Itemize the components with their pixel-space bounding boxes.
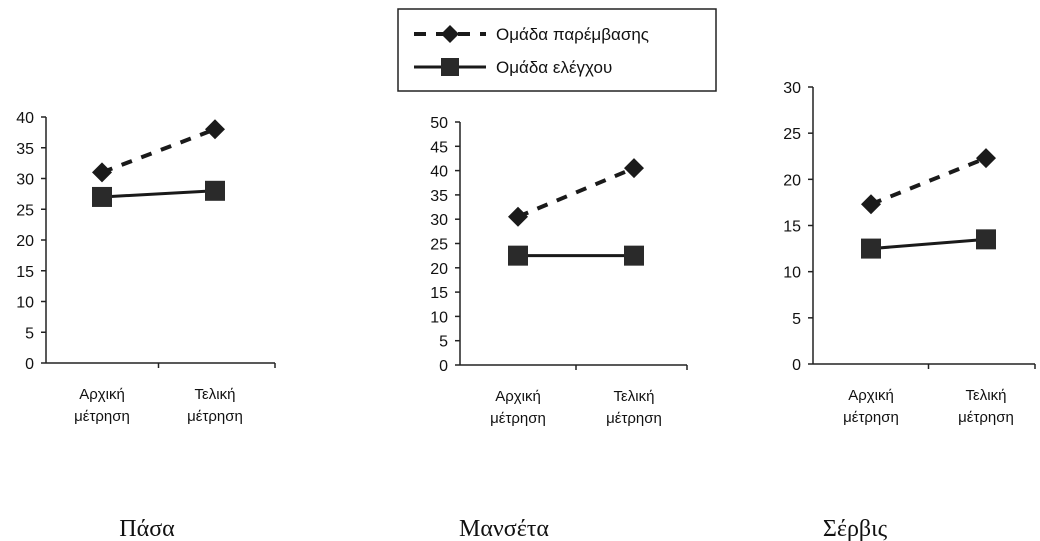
x-category-label: Αρχική μέτρηση [74,386,130,425]
y-tick-label: 0 [25,356,34,373]
series-line-intervention [870,156,987,207]
y-tick-label: 5 [25,325,34,342]
x-category-label: Τελική μέτρηση [187,386,243,425]
chart-3: 0 5 10 15 20 25 30 Αρχική μέτρηση Τελική μέτρηση Σέ… [783,80,1036,541]
y-tick-label: 35 [16,141,34,158]
y-tick-label: 30 [16,172,34,189]
y-tick-label: 5 [792,311,801,328]
y-tick-label: 15 [783,219,801,236]
legend-label-intervention: Ομάδα παρέμβασης [496,25,649,44]
y-tick-label: 10 [16,295,34,312]
y-tick-label: 20 [430,261,448,278]
y-tick-label: 35 [430,188,448,205]
diamond-point-intervention [92,162,112,183]
y-tick-label: 20 [16,233,34,250]
legend-label-control: Ομάδα ελέγχου [496,58,612,77]
square-point-control [861,238,881,259]
y-tick-label: 5 [439,334,448,351]
legend-box [397,8,717,92]
chart-caption: Σέρβις [823,516,888,541]
y-tick-label: 30 [783,80,801,97]
diamond-point-intervention [205,119,225,140]
chart-caption: Μανσέτα [459,516,549,541]
y-tick-label: 45 [430,139,448,156]
y-tick-label: 40 [430,164,448,181]
y-tick-label: 30 [430,212,448,229]
chart-1: 0 5 10 15 20 25 30 35 40 Αρχική μέτρηση Τελική μέτρη… [16,110,276,541]
square-point-control [508,245,528,266]
diamond-point-intervention [508,206,528,227]
legend: Ομάδα παρέμβασης Ομάδα ελέγχου [397,8,717,92]
y-tick-label: 25 [430,237,448,254]
diamond-point-intervention [976,148,996,169]
x-category-label: Τελική μέτρηση [606,388,662,427]
series-line-intervention [101,127,216,175]
diamond-point-intervention [861,194,881,215]
y-tick-label: 50 [430,115,448,132]
y-tick-label: 10 [783,265,801,282]
square-point-control [976,229,996,250]
x-category-label: Αρχική μέτρηση [490,388,546,427]
y-tick-label: 25 [16,202,34,219]
square-point-control [92,186,112,207]
x-category-label: Τελική μέτρηση [958,387,1014,426]
y-tick-label: 40 [16,110,34,127]
series-line-control [101,189,216,199]
chart-caption: Πάσα [119,516,175,541]
series-line-intervention [517,166,635,219]
square-point-control [624,245,644,266]
series-line-control [870,237,987,251]
legend-diamond-marker [441,25,459,43]
chart-2: 0 5 10 15 20 25 30 35 40 45 50 Αρχική μέτρηση Τελική μ… [430,115,688,541]
y-tick-label: 10 [430,309,448,326]
y-tick-label: 0 [439,358,448,375]
y-tick-label: 15 [16,264,34,281]
y-tick-label: 25 [783,126,801,143]
y-tick-label: 15 [430,285,448,302]
y-tick-label: 20 [783,172,801,189]
x-category-label: Αρχική μέτρηση [843,387,899,426]
diamond-point-intervention [624,158,644,179]
charts-group: 0 5 10 15 20 25 30 35 40 Αρχική μέτρηση Τελική μέτρη… [16,80,1036,541]
legend-square-marker [441,58,459,76]
square-point-control [205,180,225,201]
y-tick-label: 0 [792,357,801,374]
